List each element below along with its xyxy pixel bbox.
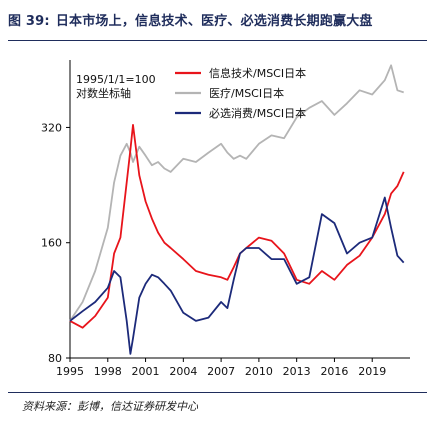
series-layer [69, 64, 405, 355]
x-tick-label: 2010 [245, 365, 273, 378]
x-tick-label: 2016 [320, 365, 348, 378]
legend-label-it: 信息技术/MSCI日本 [209, 66, 306, 80]
y-tick-label: 320 [41, 121, 62, 134]
log-scale-note: 对数坐标轴 [76, 86, 131, 100]
base-date-note: 1995/1/1=100 [76, 73, 156, 86]
source-divider [8, 392, 427, 393]
x-tick-label: 2001 [132, 365, 160, 378]
y-tick-label: 80 [48, 352, 62, 365]
x-tick-label: 1998 [94, 365, 122, 378]
legend-label-health: 医疗/MSCI日本 [209, 86, 284, 100]
title-divider [8, 40, 427, 41]
figure-title-text: 日本市场上，信息技术、医疗、必选消费长期跑赢大盘 [55, 14, 373, 29]
axis-annotation: 1995/1/1=100 对数坐标轴 [76, 73, 156, 100]
figure-title: 图 39: 日本市场上，信息技术、医疗、必选消费长期跑赢大盘 [8, 10, 427, 32]
x-tick-label: 2007 [207, 365, 235, 378]
series-line-it [69, 124, 405, 329]
series-line-health [69, 64, 404, 322]
figure-number: 图 39: [8, 14, 50, 29]
x-tick-label: 2004 [169, 365, 197, 378]
x-tick-label: 2013 [283, 365, 311, 378]
x-tick-label: 2019 [358, 365, 386, 378]
y-tick-label: 160 [41, 237, 62, 250]
axes: 80 160 320 1995 1998 2001 2004 2007 2010 2013 2016… [41, 60, 410, 378]
x-tick-label: 1995 [56, 365, 84, 378]
series-line-staples [69, 196, 405, 355]
legend-label-staples: 必选消费/MSCI日本 [209, 106, 306, 120]
source-note: 资料来源：彭博，信达证券研发中心 [22, 400, 198, 413]
